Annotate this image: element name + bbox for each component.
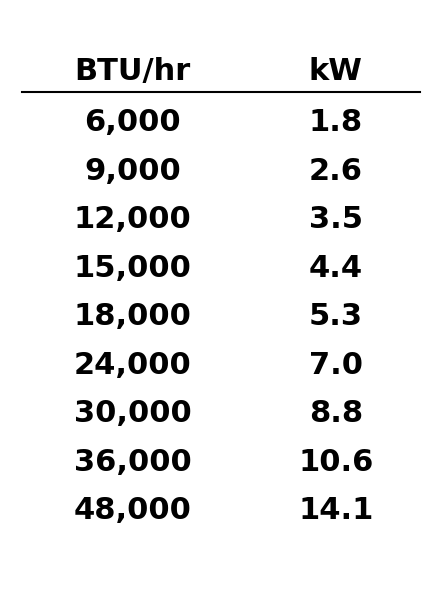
Text: 8.8: 8.8 xyxy=(309,400,363,428)
Text: 9,000: 9,000 xyxy=(84,157,181,185)
Text: 30,000: 30,000 xyxy=(74,400,191,428)
Text: 6,000: 6,000 xyxy=(84,108,181,137)
Text: 15,000: 15,000 xyxy=(74,254,191,282)
Text: 1.8: 1.8 xyxy=(309,108,363,137)
Text: kW: kW xyxy=(309,57,363,85)
Text: 48,000: 48,000 xyxy=(74,497,191,525)
Text: 10.6: 10.6 xyxy=(298,448,373,477)
Text: 7.0: 7.0 xyxy=(309,351,363,379)
Text: 3.5: 3.5 xyxy=(309,205,363,234)
Text: 24,000: 24,000 xyxy=(74,351,191,379)
Text: 4.4: 4.4 xyxy=(309,254,363,282)
Text: 2.6: 2.6 xyxy=(309,157,363,185)
Text: 14.1: 14.1 xyxy=(298,497,373,525)
Text: 36,000: 36,000 xyxy=(74,448,191,477)
Text: 18,000: 18,000 xyxy=(74,303,191,331)
Text: 5.3: 5.3 xyxy=(309,303,363,331)
Text: 12,000: 12,000 xyxy=(74,205,191,234)
Text: BTU/hr: BTU/hr xyxy=(74,57,191,85)
